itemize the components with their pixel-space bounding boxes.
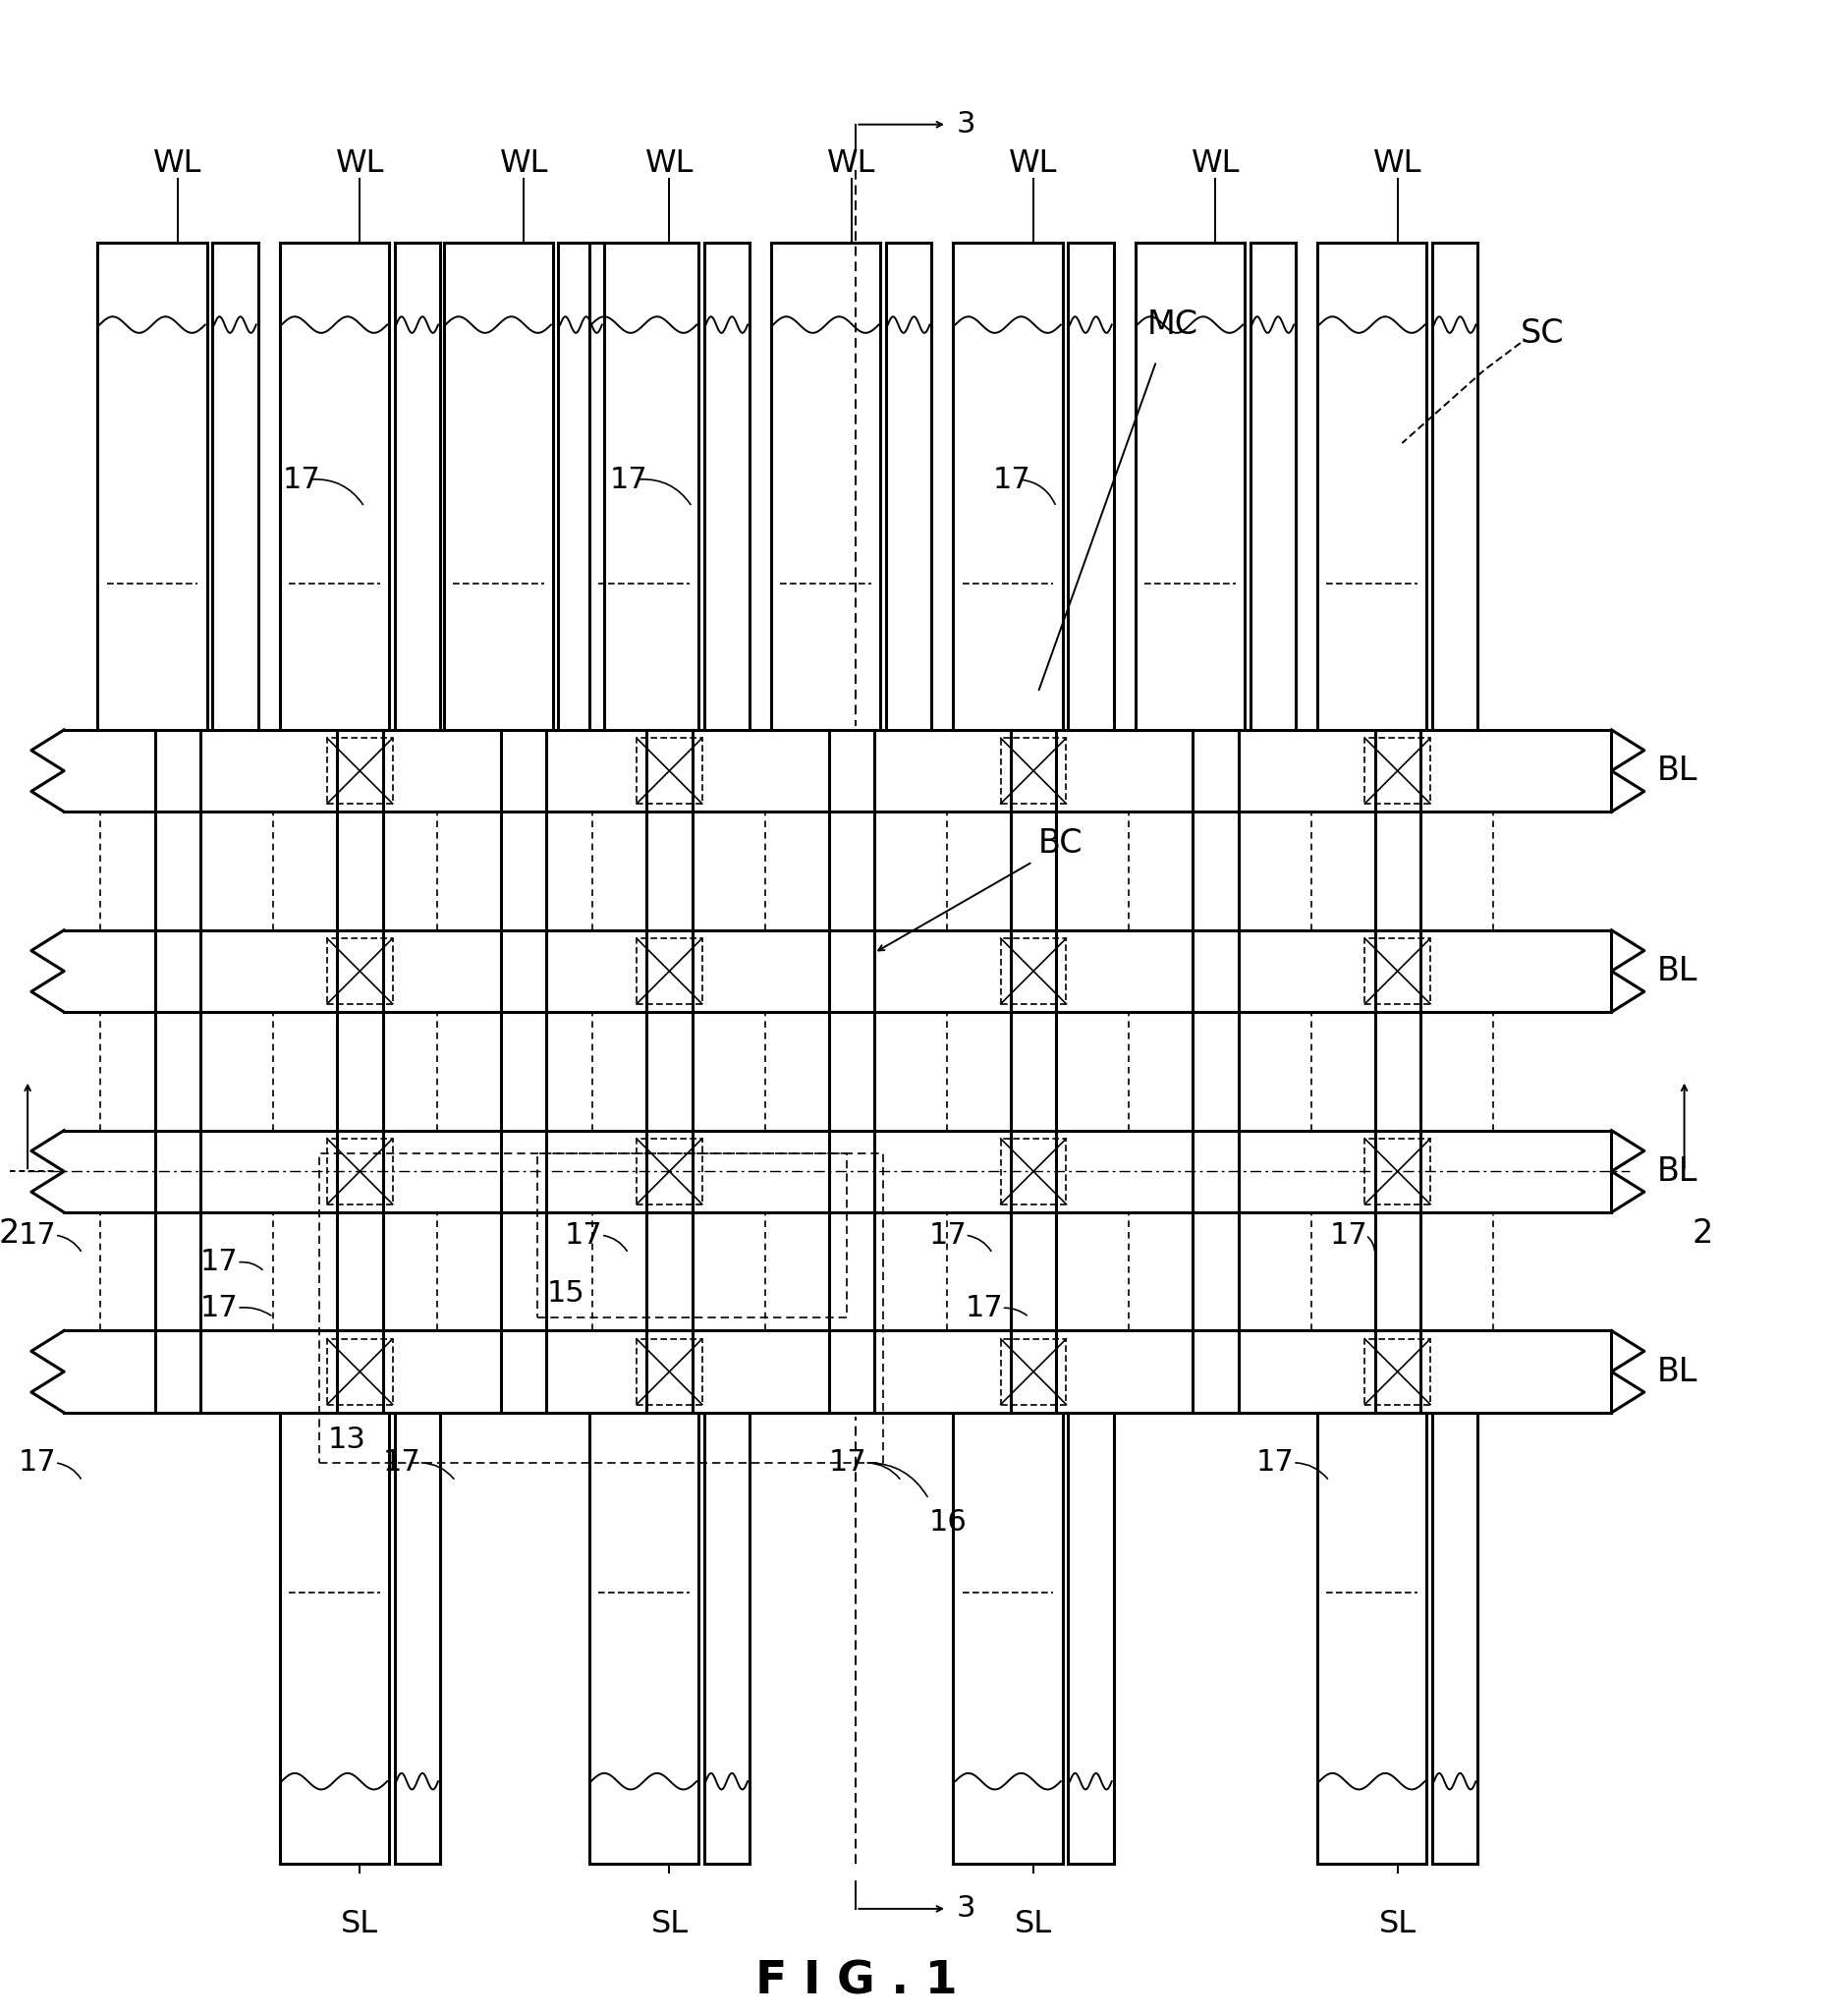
Text: MC: MC: [1148, 308, 1198, 341]
Text: 17: 17: [1330, 1222, 1368, 1250]
Text: 13: 13: [328, 1425, 367, 1454]
Text: SC: SC: [1520, 319, 1564, 351]
Text: 15: 15: [547, 1280, 585, 1308]
Text: F I G . 1: F I G . 1: [756, 1960, 957, 2004]
Text: WL: WL: [1192, 149, 1240, 179]
Text: WL: WL: [154, 149, 202, 179]
Text: 17: 17: [992, 466, 1031, 494]
Text: WL: WL: [646, 149, 693, 179]
Text: 3: 3: [956, 1895, 976, 1923]
Text: 16: 16: [928, 1508, 967, 1536]
Text: SL: SL: [651, 1909, 688, 1939]
Text: 2: 2: [0, 1218, 20, 1250]
Text: SL: SL: [341, 1909, 378, 1939]
Text: WL: WL: [499, 149, 548, 179]
Text: 17: 17: [928, 1222, 967, 1250]
Text: 17: 17: [565, 1222, 603, 1250]
Text: SL: SL: [1014, 1909, 1053, 1939]
Text: BL: BL: [1656, 1355, 1698, 1387]
Text: BL: BL: [1656, 754, 1698, 786]
Text: 2: 2: [1693, 1218, 1713, 1250]
Text: 17: 17: [18, 1447, 57, 1478]
Text: 17: 17: [18, 1222, 57, 1250]
Text: BL: BL: [1656, 956, 1698, 988]
Text: 17: 17: [965, 1294, 1003, 1322]
Text: WL: WL: [1009, 149, 1058, 179]
Text: WL: WL: [336, 149, 383, 179]
Text: 17: 17: [200, 1248, 238, 1276]
Text: WL: WL: [1374, 149, 1421, 179]
Text: 17: 17: [1256, 1447, 1295, 1478]
Text: WL: WL: [827, 149, 875, 179]
Text: 3: 3: [956, 111, 976, 139]
Text: 17: 17: [282, 466, 321, 494]
Text: 17: 17: [829, 1447, 867, 1478]
Text: SL: SL: [1379, 1909, 1416, 1939]
Text: 17: 17: [383, 1447, 420, 1478]
Text: BL: BL: [1656, 1155, 1698, 1187]
Text: BC: BC: [1038, 827, 1082, 861]
Text: 17: 17: [611, 466, 647, 494]
Text: 17: 17: [200, 1294, 238, 1322]
